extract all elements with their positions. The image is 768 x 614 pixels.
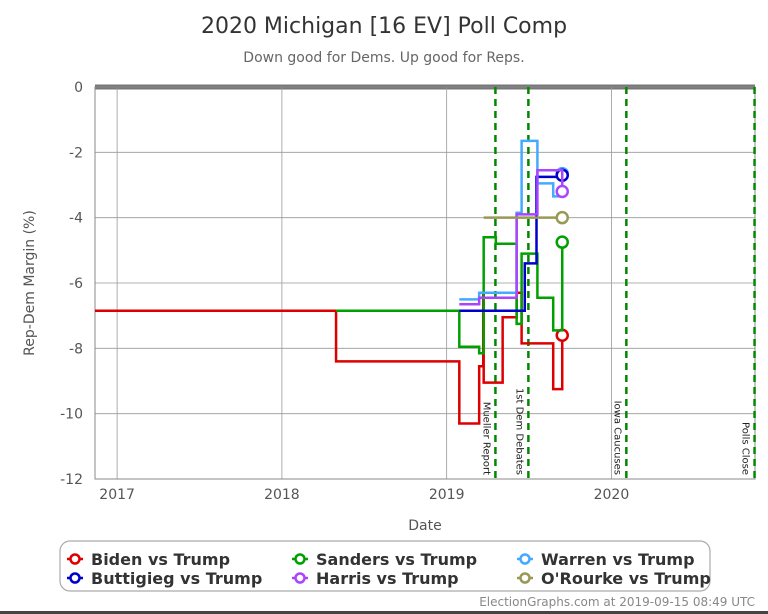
x-axis-label: Date <box>408 518 441 534</box>
legend-entry: O'Rourke vs Trump <box>541 569 711 588</box>
legend-swatch-marker <box>69 572 81 584</box>
series-endpoint-4 <box>555 184 569 199</box>
legend-swatch-marker <box>294 553 306 565</box>
event-label: Polls Close <box>740 422 751 475</box>
y-tick-label: -2 <box>69 145 83 161</box>
series-line-2 <box>459 139 564 301</box>
footer-bar <box>0 611 768 614</box>
legend-swatch-marker <box>69 553 81 565</box>
series-line-0 <box>95 291 564 425</box>
legend-entry: Sanders vs Trump <box>316 550 477 569</box>
event-label: 1st Dem Debates <box>513 388 524 475</box>
x-tick-label: 2019 <box>429 487 465 503</box>
chart-subtitle: Down good for Dems. Up good for Reps. <box>243 50 524 66</box>
y-tick-label: -8 <box>69 341 83 357</box>
y-tick-label: -6 <box>69 276 83 292</box>
legend-entry: Biden vs Trump <box>91 550 230 569</box>
footer-credit: ElectionGraphs.com at 2019-09-15 08:49 U… <box>479 595 755 609</box>
legend-entry: Buttigieg vs Trump <box>91 569 262 588</box>
y-tick-label: -10 <box>60 407 83 423</box>
y-tick-label: 0 <box>74 80 83 96</box>
legend-box <box>59 540 711 592</box>
x-tick-label: 2017 <box>99 487 135 503</box>
series-endpoint-5 <box>555 210 569 225</box>
legend-swatch-marker <box>519 572 531 584</box>
chart-title: 2020 Michigan [16 EV] Poll Comp <box>201 14 567 39</box>
event-label: Iowa Caucuses <box>611 401 622 475</box>
legend-swatch-marker <box>294 572 306 584</box>
y-tick-label: -4 <box>69 211 83 227</box>
event-label: Mueller Report <box>480 402 491 475</box>
x-tick-label: 2020 <box>594 487 630 503</box>
legend-entry: Warren vs Trump <box>541 550 695 569</box>
series-endpoint-1 <box>555 235 569 249</box>
legend-entry: Harris vs Trump <box>316 569 459 588</box>
y-tick-label: -12 <box>60 472 83 488</box>
legend-swatch-marker <box>519 553 531 565</box>
y-axis-label: Rep-Dem Margin (%) <box>22 210 38 356</box>
series-line-4 <box>459 169 564 306</box>
x-tick-label: 2018 <box>264 487 300 503</box>
